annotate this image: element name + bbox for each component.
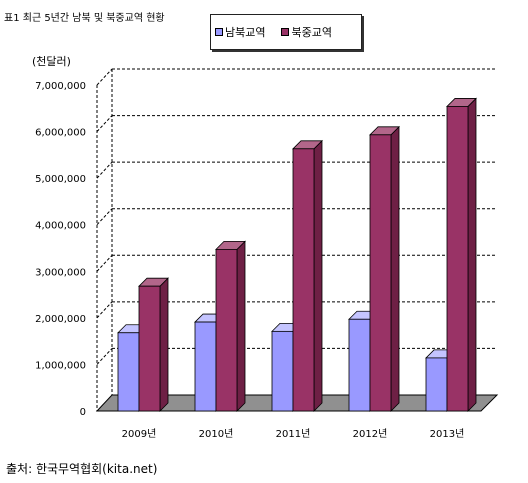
- bar-south-north: [425, 357, 448, 412]
- y-tick-label: 6,000,000: [35, 128, 86, 139]
- y-tick-label: 1,000,000: [35, 360, 86, 371]
- source-note: 출처: 한국무역협회(kita.net): [6, 462, 158, 476]
- bar-north-china-side: [467, 97, 477, 412]
- gridline-side: [96, 68, 113, 86]
- y-tick-label: 3,000,000: [35, 267, 86, 278]
- gridline-side: [96, 301, 113, 319]
- y-tick-label: 5,000,000: [35, 174, 86, 185]
- x-tick-label: 2011년: [276, 428, 311, 440]
- bar-north-china: [369, 134, 392, 412]
- bar-south-north: [194, 321, 217, 412]
- x-tick-label: 2010년: [199, 428, 234, 440]
- y-tick-label: 4,000,000: [35, 221, 86, 232]
- legend-item-south-north: 남북교역: [215, 24, 265, 40]
- bar-south-north: [117, 332, 140, 412]
- bar-north-china-side: [390, 125, 400, 412]
- gridline-side: [96, 254, 113, 272]
- gridline-side: [96, 115, 113, 132]
- legend-swatch-north-china: [281, 28, 290, 36]
- legend-label-south-north: 남북교역: [225, 26, 266, 39]
- legend: 남북교역 북중교역: [210, 14, 362, 50]
- bar-north-china-side: [236, 240, 246, 412]
- bar-north-china: [292, 148, 315, 412]
- y-tick-label: 2,000,000: [35, 314, 86, 325]
- x-tick-label: 2013년: [430, 428, 465, 440]
- bar-north-china-side: [313, 139, 323, 412]
- y-tick-label: 7,000,000: [35, 81, 86, 92]
- unit-label: (천달러): [32, 55, 71, 68]
- gridline-side: [96, 161, 113, 179]
- legend-swatch-south-north: [215, 28, 223, 36]
- chart-title: 표1 최근 5년간 남북 및 북중교역 현황: [4, 13, 165, 24]
- bar-south-north: [348, 318, 371, 412]
- legend-item-north-china: 북중교역: [281, 24, 332, 40]
- bar-north-china: [215, 248, 238, 412]
- x-tick-label: 2012년: [353, 428, 388, 440]
- legend-label-north-china: 북중교역: [291, 26, 332, 39]
- bar-north-china-side: [159, 277, 169, 412]
- y-tick-label: 0: [80, 407, 86, 418]
- bar-south-north: [271, 330, 294, 412]
- gridline-side: [96, 348, 113, 365]
- bar-north-china: [138, 285, 161, 412]
- bar-north-china: [446, 106, 469, 412]
- x-tick-label: 2009년: [122, 428, 157, 440]
- gridline-side: [96, 208, 113, 226]
